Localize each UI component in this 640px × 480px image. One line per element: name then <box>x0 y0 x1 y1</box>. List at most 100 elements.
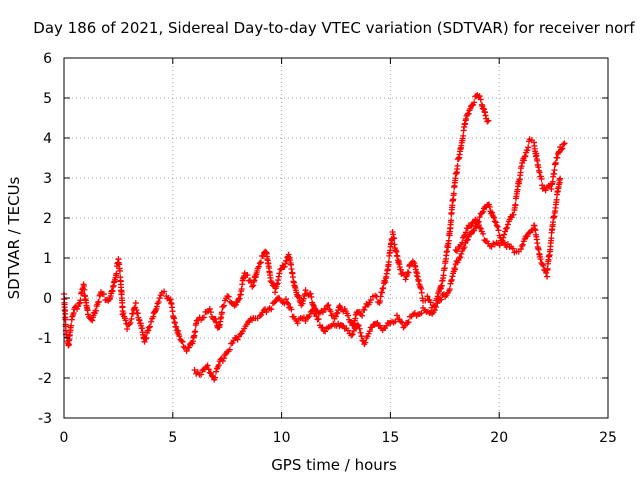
data-point <box>496 242 503 249</box>
data-point <box>212 316 219 323</box>
data-point <box>548 235 555 242</box>
data-point <box>524 147 531 154</box>
data-point <box>465 110 472 117</box>
data-point <box>281 263 288 270</box>
data-point <box>476 214 483 221</box>
data-point <box>448 276 455 283</box>
data-point <box>268 306 275 313</box>
x-tick-label: 0 <box>60 430 69 446</box>
data-point <box>327 308 334 315</box>
data-point <box>499 237 506 244</box>
data-point <box>333 310 340 317</box>
data-point <box>557 175 564 182</box>
y-tick-label: 2 <box>43 211 52 227</box>
data-point <box>116 267 123 274</box>
data-point <box>433 303 440 310</box>
data-point <box>479 208 486 215</box>
data-point <box>476 224 483 231</box>
data-point <box>256 313 263 320</box>
data-point <box>357 329 364 336</box>
data-point <box>81 286 88 293</box>
data-point <box>306 313 313 320</box>
data-point <box>220 355 227 362</box>
data-point <box>448 217 455 224</box>
data-point <box>434 300 441 307</box>
data-point <box>282 260 289 267</box>
data-point <box>503 225 510 232</box>
data-point <box>524 233 531 240</box>
data-point <box>302 287 309 294</box>
data-point <box>282 296 289 303</box>
data-point <box>440 272 447 279</box>
data-point <box>74 305 81 312</box>
data-point <box>319 309 326 316</box>
data-point <box>271 299 278 306</box>
data-point <box>458 250 465 257</box>
data-point <box>256 260 263 267</box>
data-point <box>192 328 199 335</box>
data-point <box>424 293 431 300</box>
data-point <box>391 235 398 242</box>
data-point <box>124 325 131 332</box>
data-point <box>561 140 568 147</box>
data-point <box>330 312 337 319</box>
data-point <box>212 374 219 381</box>
x-tick-label: 20 <box>490 430 508 446</box>
data-point <box>355 322 362 329</box>
data-point <box>146 323 153 330</box>
data-point <box>219 357 226 364</box>
y-tick-label: -3 <box>38 411 52 427</box>
data-point <box>502 228 509 235</box>
data-point <box>369 324 376 331</box>
data-point <box>517 246 524 253</box>
data-point <box>198 371 205 378</box>
data-point <box>488 243 495 250</box>
data-point <box>543 269 550 276</box>
data-point <box>268 279 275 286</box>
data-point <box>255 263 262 270</box>
data-point <box>200 314 207 321</box>
data-point <box>277 266 284 273</box>
data-point <box>315 316 322 323</box>
data-point <box>537 256 544 263</box>
data-point <box>471 227 478 234</box>
data-point <box>207 309 214 316</box>
data-point <box>553 196 560 203</box>
data-point <box>393 312 400 319</box>
data-point <box>431 307 438 314</box>
data-point <box>305 314 312 321</box>
data-point <box>405 269 412 276</box>
x-tick-label: 5 <box>168 430 177 446</box>
axis-ticks: 0 5 10 15 20 25 -3 -2 -1 0 1 2 3 4 5 6 <box>38 51 617 446</box>
data-point <box>354 321 361 328</box>
data-point <box>448 278 455 285</box>
data-point <box>525 144 532 151</box>
data-point <box>100 291 107 298</box>
data-point <box>463 237 470 244</box>
chart-title: Day 186 of 2021, Sidereal Day-to-day VTE… <box>33 19 635 37</box>
data-point <box>244 272 251 279</box>
y-tick-label: 5 <box>43 91 52 107</box>
data-point <box>462 232 469 239</box>
data-point <box>452 247 459 253</box>
data-point <box>558 146 565 153</box>
data-point <box>469 102 475 109</box>
data-point <box>186 344 193 351</box>
data-point <box>454 162 461 169</box>
data-point <box>501 231 508 238</box>
data-point <box>494 223 501 230</box>
grid <box>64 58 608 418</box>
data-point <box>518 243 525 250</box>
data-point <box>453 248 460 255</box>
data-point <box>288 306 295 313</box>
data-point <box>339 322 346 329</box>
data-point <box>552 159 559 166</box>
data-point <box>486 203 493 210</box>
data-point <box>68 322 75 329</box>
x-tick-label: 15 <box>381 430 399 446</box>
data-point <box>401 322 408 329</box>
data-point <box>347 319 354 326</box>
data-point <box>127 319 134 326</box>
data-point <box>122 317 129 324</box>
